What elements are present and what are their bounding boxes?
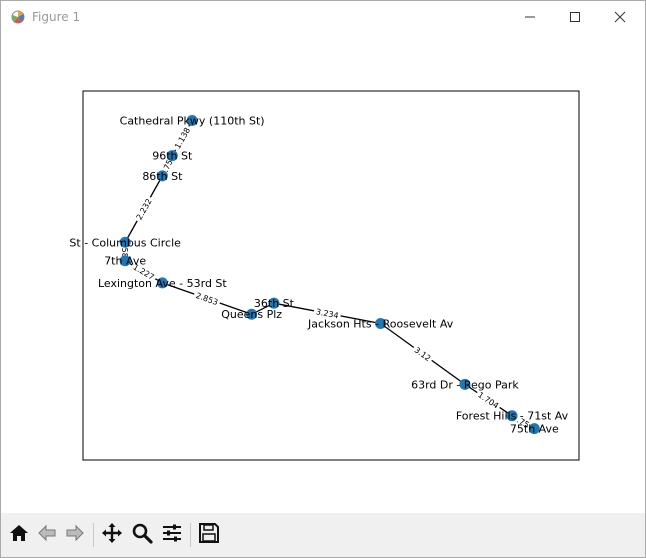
graph-node <box>528 423 540 435</box>
node-label: 96th St <box>152 150 193 163</box>
edge-label-background <box>313 305 342 321</box>
toolbar-separator <box>93 523 94 547</box>
graph-node <box>156 277 168 289</box>
edge-label-background <box>171 123 194 153</box>
toolbar-separator <box>190 523 191 547</box>
graph-node <box>459 378 471 390</box>
window-title: Figure 1 <box>32 10 81 24</box>
configure-subplots-button[interactable] <box>158 521 186 549</box>
node-label: 75th Ave <box>510 423 559 436</box>
edge-label-background <box>120 243 131 261</box>
forward-button[interactable] <box>61 521 89 549</box>
node-labels-layer: Cathedral Pkwy (110th St) 96th St 86th St S… <box>69 115 568 436</box>
close-button[interactable] <box>597 1 643 33</box>
graph-node <box>246 308 258 320</box>
edge-label-background <box>129 260 158 284</box>
graph-node <box>506 410 518 422</box>
minimize-icon <box>524 8 536 27</box>
node-label: Jackson Hts - Roosevelt Av <box>307 317 454 330</box>
maximize-button[interactable] <box>552 1 598 33</box>
nodes-layer <box>119 115 540 435</box>
edge-weight-label: 1.138 <box>173 126 192 150</box>
edge-weight-label: 3.234 <box>315 307 339 320</box>
edge-label-background <box>474 388 503 412</box>
node-label: St - Columbus Circle <box>69 236 181 249</box>
edge-label-background <box>132 194 155 224</box>
graph-node <box>268 297 280 309</box>
zoom-magnifier-icon <box>131 522 153 548</box>
edge-label-background <box>513 413 534 431</box>
edge-weight-label: 2.853 <box>195 291 220 307</box>
node-label: Lexington Ave - 53rd St <box>98 277 227 290</box>
title-bar[interactable]: Figure 1 <box>1 1 645 33</box>
forward-arrow-icon <box>64 522 86 548</box>
axes-frame <box>82 90 580 461</box>
back-button[interactable] <box>33 521 61 549</box>
close-icon <box>614 8 626 27</box>
minimize-button[interactable] <box>507 1 553 33</box>
node-label: 7th Ave <box>104 255 146 268</box>
pan-move-icon <box>101 522 123 548</box>
node-label: Queens Plz <box>221 308 282 321</box>
zoom-button[interactable] <box>128 521 156 549</box>
edge-label-background <box>410 343 435 365</box>
edge-label-background <box>192 289 222 308</box>
home-button[interactable] <box>5 521 33 549</box>
figure-canvas[interactable]: 1.138.75 2.232.58 1.227 2.853 3.234 3.12 1.704… <box>1 33 645 511</box>
home-icon <box>8 522 30 548</box>
node-label: Cathedral Pkwy (110th St) <box>120 115 265 128</box>
matplotlib-icon <box>10 9 26 25</box>
pan-button[interactable] <box>98 521 126 549</box>
node-label: 63rd Dr - Rego Park <box>411 378 519 391</box>
back-arrow-icon <box>36 522 58 548</box>
graph-node <box>156 170 168 182</box>
edge-weight-label: 2.232 <box>135 197 154 221</box>
graph-node <box>166 150 178 162</box>
graph-node <box>119 236 131 248</box>
edge-weight-label: .58 <box>120 245 129 258</box>
graph-node <box>186 115 198 127</box>
configure-subplots-icon <box>161 522 183 548</box>
node-label: 86th St <box>142 170 183 183</box>
save-floppy-icon <box>198 522 220 548</box>
maximize-icon <box>569 8 581 27</box>
node-label: Forest Hills - 71st Av <box>456 410 569 423</box>
edge-weight-label: 1.704 <box>476 390 500 410</box>
save-button[interactable] <box>195 521 223 549</box>
node-label: 36th St <box>254 297 295 310</box>
graph-node <box>375 317 387 329</box>
navigation-toolbar <box>1 513 645 557</box>
network-graph-plot[interactable]: 1.138.752.232.581.2272.8533.2343.121.704… <box>1 33 645 511</box>
graph-node <box>119 255 131 267</box>
